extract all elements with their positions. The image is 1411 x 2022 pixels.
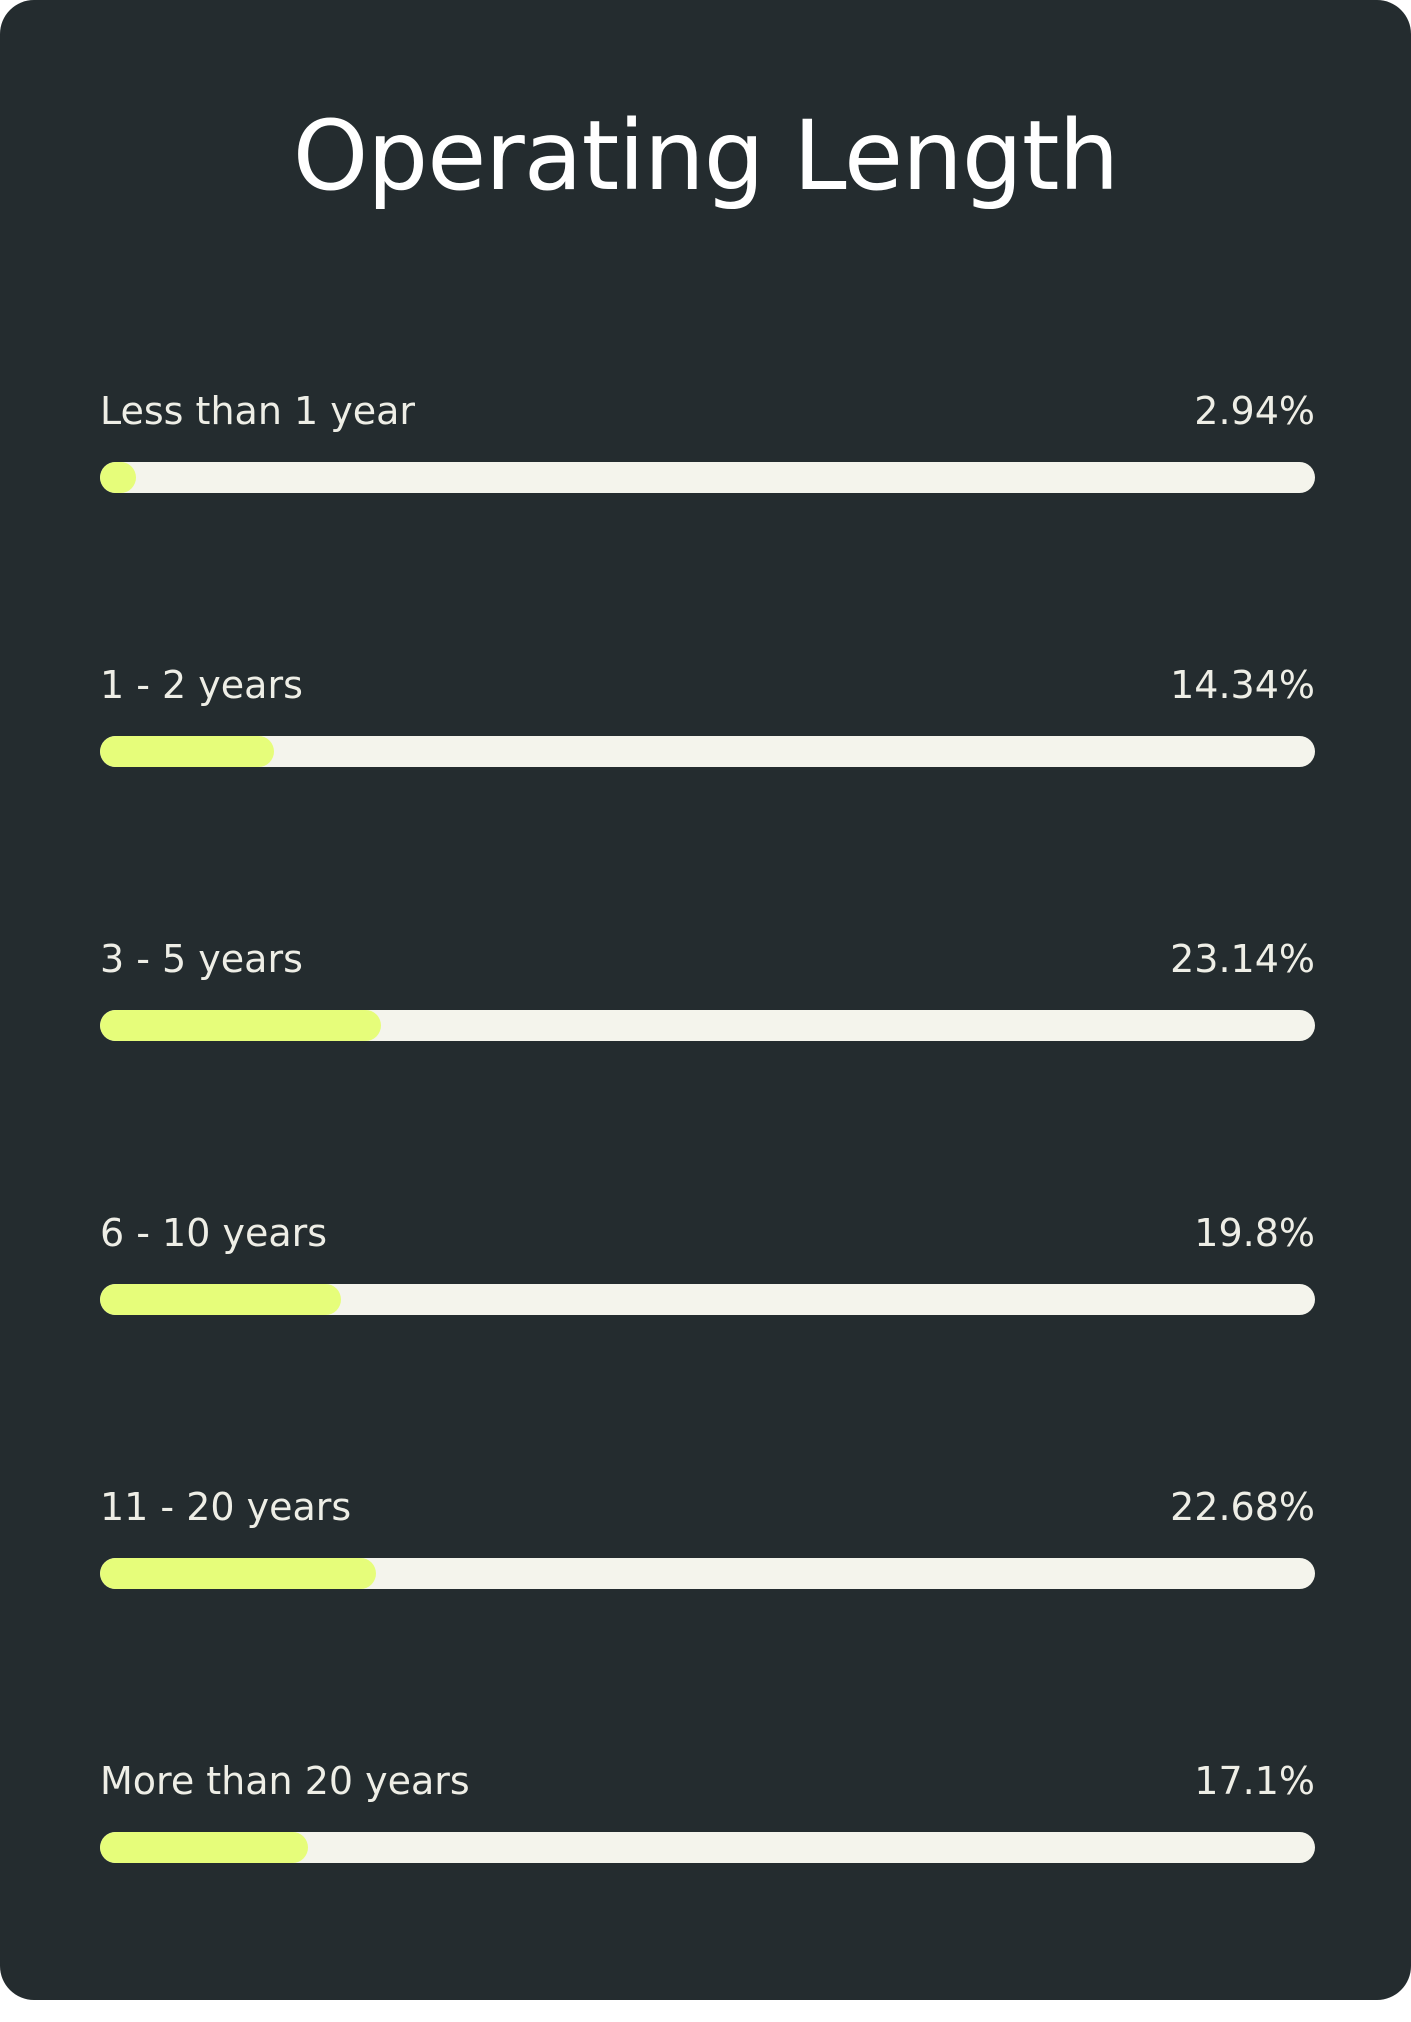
bar-list: Less than 1 year 2.94% 1 - 2 years 14.34… bbox=[100, 378, 1315, 2022]
bar-row-3-5-years: 3 - 5 years 23.14% bbox=[100, 926, 1315, 1200]
bar-track bbox=[100, 1558, 1315, 1589]
bar-fill bbox=[100, 1832, 308, 1863]
value-label: 17.1% bbox=[1194, 1759, 1315, 1803]
bar-row-header: 3 - 5 years 23.14% bbox=[100, 926, 1315, 992]
bar-row-header: 11 - 20 years 22.68% bbox=[100, 1474, 1315, 1540]
bar-row-header: Less than 1 year 2.94% bbox=[100, 378, 1315, 444]
bar-track bbox=[100, 462, 1315, 493]
bar-row-less-than-1-year: Less than 1 year 2.94% bbox=[100, 378, 1315, 652]
category-label: 6 - 10 years bbox=[100, 1211, 328, 1255]
bar-track bbox=[100, 1010, 1315, 1041]
category-label: 1 - 2 years bbox=[100, 663, 303, 707]
bar-row-11-20-years: 11 - 20 years 22.68% bbox=[100, 1474, 1315, 1748]
value-label: 23.14% bbox=[1170, 937, 1315, 981]
value-label: 19.8% bbox=[1194, 1211, 1315, 1255]
bar-fill bbox=[100, 1558, 376, 1589]
bar-row-header: 1 - 2 years 14.34% bbox=[100, 652, 1315, 718]
category-label: 3 - 5 years bbox=[100, 937, 303, 981]
value-label: 14.34% bbox=[1170, 663, 1315, 707]
bar-row-more-than-20-years: More than 20 years 17.1% bbox=[100, 1748, 1315, 2022]
bar-fill bbox=[100, 1284, 341, 1315]
bar-fill bbox=[100, 462, 136, 493]
category-label: 11 - 20 years bbox=[100, 1485, 352, 1529]
bar-track bbox=[100, 736, 1315, 767]
bar-row-header: 6 - 10 years 19.8% bbox=[100, 1200, 1315, 1266]
bar-fill bbox=[100, 1010, 382, 1041]
value-label: 22.68% bbox=[1170, 1485, 1315, 1529]
bar-row-header: More than 20 years 17.1% bbox=[100, 1748, 1315, 1814]
bar-track bbox=[100, 1832, 1315, 1863]
chart-title: Operating Length bbox=[292, 100, 1120, 212]
bar-fill bbox=[100, 736, 275, 767]
category-label: Less than 1 year bbox=[100, 389, 416, 433]
bar-row-6-10-years: 6 - 10 years 19.8% bbox=[100, 1200, 1315, 1474]
bar-row-1-2-years: 1 - 2 years 14.34% bbox=[100, 652, 1315, 926]
value-label: 2.94% bbox=[1194, 389, 1315, 433]
category-label: More than 20 years bbox=[100, 1759, 470, 1803]
bar-track bbox=[100, 1284, 1315, 1315]
